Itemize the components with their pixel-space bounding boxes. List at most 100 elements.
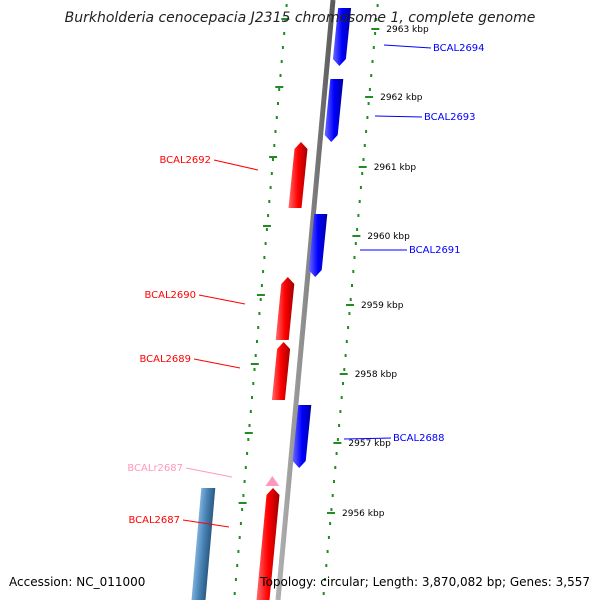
- scale-dot: [362, 158, 365, 161]
- scale-dot: [241, 508, 244, 511]
- scale-dot: [234, 578, 237, 581]
- scale-dot: [374, 32, 377, 35]
- scale-dot: [274, 130, 277, 133]
- gene-feature[interactable]: [288, 142, 308, 208]
- scale-tick-label: 2961 kbp: [374, 163, 417, 173]
- gene-label-leader: [193, 358, 241, 369]
- topology-value: circular;: [320, 575, 369, 589]
- scale-dot: [372, 46, 375, 49]
- gene-feature[interactable]: [256, 488, 280, 600]
- scale-dot: [322, 592, 325, 595]
- scale-dot: [336, 438, 339, 441]
- scale-dot: [285, 4, 288, 7]
- scale-dot: [345, 340, 348, 343]
- scale-tick-label: 2960 kbp: [367, 232, 410, 242]
- length-value: 3,870,082 bp;: [421, 575, 507, 589]
- scale-dot: [353, 256, 356, 259]
- gene-label[interactable]: BCAL2694: [433, 43, 485, 54]
- chromosome-backbone: [275, 0, 336, 600]
- gene-feature[interactable]: [332, 8, 352, 66]
- gene-label-leader: [198, 294, 246, 305]
- scale-dot: [277, 102, 279, 105]
- gene-label-leader: [213, 159, 259, 171]
- scale-dot: [340, 396, 343, 399]
- scale-dot: [365, 130, 368, 133]
- scale-dot: [281, 46, 284, 49]
- scale-dot: [269, 186, 272, 189]
- scale-dot: [339, 410, 342, 413]
- gene-label[interactable]: BCAL2690: [144, 290, 196, 301]
- scale-dot: [242, 494, 245, 497]
- scale-dot: [356, 228, 359, 231]
- scale-dot: [375, 18, 378, 21]
- scale-dot: [251, 396, 253, 399]
- gene-label-leader: [343, 437, 392, 440]
- scale-dot: [267, 214, 270, 217]
- scale-dot: [280, 60, 283, 63]
- scale-dot: [363, 144, 366, 147]
- scale-tick-label: 2958 kbp: [355, 370, 398, 380]
- genome-stats: Topology: circular; Length: 3,870,082 bp…: [260, 575, 590, 589]
- gene-label[interactable]: BCAL2687: [128, 515, 180, 526]
- gene-feature[interactable]: [324, 79, 344, 142]
- scale-dot: [348, 312, 351, 315]
- misc-feature-block: [191, 488, 216, 600]
- scale-dot: [247, 438, 250, 441]
- outer-scale-track: [322, 4, 379, 595]
- scale-dot: [233, 592, 236, 595]
- scale-dot: [236, 564, 239, 567]
- scale-dot: [354, 242, 357, 245]
- scale-dot: [237, 550, 240, 553]
- scale-dot: [263, 256, 266, 259]
- scale-dot: [259, 298, 262, 301]
- scale-dot: [344, 354, 347, 357]
- gene-feature[interactable]: [292, 405, 312, 468]
- scale-dot: [279, 74, 282, 77]
- gene-label[interactable]: BCAL2693: [424, 112, 476, 123]
- scale-dot: [256, 340, 258, 343]
- scale-dot: [243, 480, 246, 483]
- scale-tick-label: 2963 kbp: [386, 25, 429, 35]
- gene-label-leader: [383, 44, 432, 49]
- scale-dot: [351, 284, 353, 287]
- scale-dot: [254, 354, 257, 357]
- scale-dot: [347, 326, 350, 329]
- gene-label-leader: [182, 519, 230, 528]
- scale-dot: [330, 508, 333, 511]
- scale-dot: [338, 424, 341, 427]
- scale-dot: [252, 382, 255, 385]
- scale-dot: [273, 144, 276, 147]
- scale-dot: [264, 242, 267, 245]
- scale-dot: [238, 536, 241, 539]
- scale-dot: [265, 228, 268, 231]
- scale-tick-label: 2959 kbp: [361, 301, 404, 311]
- scale-dot: [260, 284, 263, 287]
- topology-label: Topology:: [260, 575, 317, 589]
- accession-info: Accession: NC_011000: [9, 575, 145, 589]
- genes-value: 3,557: [555, 575, 590, 589]
- gene-feature[interactable]: [308, 214, 328, 277]
- scale-dot: [366, 116, 369, 119]
- gene-feature[interactable]: [271, 342, 291, 400]
- gene-label[interactable]: BCAL2689: [139, 354, 191, 365]
- scale-dot: [357, 214, 360, 217]
- gene-label[interactable]: BCAL2688: [393, 433, 445, 444]
- gene-label-leader: [185, 467, 233, 478]
- accession-label: Accession:: [9, 575, 73, 589]
- gene-feature[interactable]: [265, 476, 280, 486]
- scale-dot: [361, 172, 364, 175]
- scale-dot: [333, 480, 335, 483]
- scale-dot: [249, 410, 252, 413]
- scale-dot: [268, 200, 271, 203]
- scale-dot: [331, 494, 334, 497]
- gene-feature[interactable]: [275, 277, 295, 340]
- scale-dot: [376, 4, 379, 7]
- gene-label[interactable]: BCAL2691: [409, 245, 461, 256]
- gene-label[interactable]: BCALr2687: [127, 463, 183, 474]
- scale-dot: [367, 102, 370, 105]
- scale-dot: [324, 578, 326, 581]
- inner-scale-track: [233, 4, 288, 595]
- gene-label[interactable]: BCAL2692: [159, 155, 211, 166]
- scale-dot: [325, 564, 328, 567]
